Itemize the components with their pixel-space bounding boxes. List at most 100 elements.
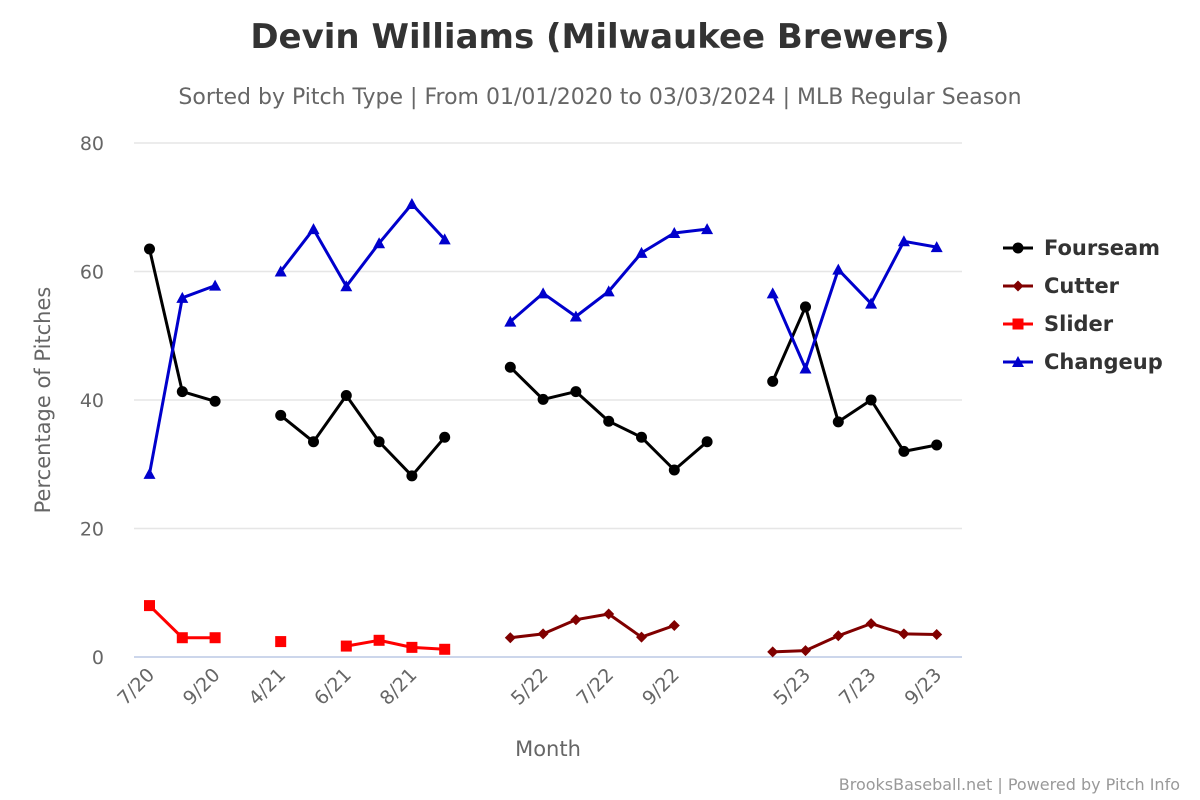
cutter-point[interactable] (898, 628, 910, 640)
changeup-point[interactable] (766, 287, 779, 299)
changeup-point[interactable] (602, 285, 615, 297)
cutter-line-segment (771, 622, 939, 654)
slider-point[interactable] (439, 643, 451, 655)
changeup-point[interactable] (405, 198, 418, 210)
fourseam-point[interactable] (570, 386, 582, 398)
x-tick-label: 5/22 (507, 664, 553, 710)
changeup-line-segment (148, 284, 217, 476)
fourseam-point[interactable] (767, 375, 779, 387)
changeup-point[interactable] (865, 297, 878, 309)
chart-subtitle: Sorted by Pitch Type | From 01/01/2020 t… (178, 85, 1021, 110)
fourseam-point[interactable] (144, 243, 155, 255)
changeup-point[interactable] (340, 280, 353, 292)
fourseam-point[interactable] (898, 445, 910, 457)
gridlines (134, 142, 962, 530)
slider-point[interactable] (176, 632, 188, 644)
fourseam-point[interactable] (701, 436, 713, 448)
cutter-point[interactable] (504, 632, 516, 644)
cutter-point[interactable] (570, 614, 582, 626)
x-axis-title: Month (515, 737, 581, 761)
fourseam-point[interactable] (504, 361, 516, 373)
fourseam-point[interactable] (275, 409, 287, 421)
slider-point[interactable] (340, 640, 352, 652)
cutter-point[interactable] (636, 631, 647, 643)
changeup-point[interactable] (209, 279, 222, 291)
fourseam-point[interactable] (832, 416, 844, 428)
fourseam-point[interactable] (406, 470, 418, 482)
legend-item-fourseam[interactable]: Fourseam (1003, 236, 1160, 260)
cutter-point[interactable] (537, 628, 549, 640)
slider-point[interactable] (275, 636, 287, 648)
slider-point[interactable] (373, 634, 385, 646)
changeup-point[interactable] (569, 310, 582, 322)
slider-point[interactable] (144, 600, 155, 612)
legend-item-slider[interactable]: Slider (1003, 312, 1114, 336)
changeup-point[interactable] (373, 237, 386, 249)
cutter-point[interactable] (865, 618, 877, 630)
cutter-point[interactable] (800, 645, 811, 657)
changeup-point[interactable] (930, 241, 943, 253)
cutter-point[interactable] (832, 630, 844, 642)
changeup-point[interactable] (897, 235, 910, 247)
chart-credits[interactable]: BrooksBaseball.net | Powered by Pitch In… (839, 775, 1180, 794)
fourseam-point[interactable] (439, 431, 451, 443)
y-tick-label: 20 (80, 519, 104, 541)
legend-label: Fourseam (1044, 236, 1160, 260)
fourseam-point[interactable] (668, 464, 680, 476)
legend-marker[interactable] (1012, 318, 1024, 330)
legend-marker[interactable] (1012, 280, 1024, 292)
fourseam-point[interactable] (865, 394, 877, 406)
legend-item-changeup[interactable]: Changeup (1003, 350, 1163, 374)
x-tick-label: 4/21 (245, 664, 291, 710)
x-axis-ticks: 7/20 9/20 4/21 6/21 8/21 5/22 7/22 9/22 5/23 7/23… (113, 664, 946, 710)
fourseam-point[interactable] (209, 395, 221, 407)
changeup-point[interactable] (504, 315, 517, 327)
fourseam-point[interactable] (176, 386, 188, 398)
x-tick-label: 7/22 (573, 664, 619, 710)
changeup-point[interactable] (635, 246, 648, 258)
fourseam-point[interactable] (537, 393, 549, 405)
changeup-point[interactable] (537, 287, 550, 299)
y-tick-label: 0 (92, 647, 104, 669)
fourseam-line-segment (279, 394, 447, 478)
changeup-point[interactable] (701, 223, 714, 235)
y-tick-label: 80 (80, 133, 104, 155)
fourseam-point[interactable] (931, 439, 943, 451)
changeup-point[interactable] (176, 291, 189, 303)
changeup-point[interactable] (668, 226, 681, 238)
cutter-point[interactable] (931, 629, 943, 641)
fourseam-point[interactable] (340, 390, 352, 402)
y-axis-title: Percentage of Pitches (31, 287, 55, 514)
cutter-point[interactable] (767, 646, 779, 658)
changeup-point[interactable] (143, 467, 156, 479)
changeup-point[interactable] (274, 265, 287, 277)
x-tick-label: 9/22 (638, 664, 684, 710)
legend[interactable]: Fourseam Cutter Slider Changeup (1003, 236, 1163, 374)
fourseam-point[interactable] (603, 415, 615, 427)
cutter-point[interactable] (603, 608, 615, 620)
x-tick-label: 7/23 (835, 664, 881, 710)
x-tick-label: 6/21 (310, 664, 356, 710)
changeup-point[interactable] (438, 233, 451, 245)
cutter-line-segment (508, 612, 676, 640)
slider-point[interactable] (406, 641, 418, 653)
fourseam-point[interactable] (373, 436, 385, 448)
legend-marker[interactable] (1012, 242, 1024, 254)
x-tick-label: 9/20 (179, 664, 225, 710)
x-tick-label: 8/21 (376, 664, 422, 710)
fourseam-point[interactable] (800, 301, 811, 313)
slider-point[interactable] (209, 632, 221, 644)
changeup-point[interactable] (799, 362, 812, 374)
legend-label: Cutter (1044, 274, 1120, 298)
fourseam-point[interactable] (308, 436, 319, 448)
slider-line-segment (344, 638, 447, 651)
cutter-point[interactable] (668, 620, 680, 632)
legend-marker[interactable] (1012, 356, 1024, 367)
fourseam-point[interactable] (636, 431, 647, 443)
changeup-line-segment (771, 239, 939, 370)
series-fourseam (144, 243, 943, 482)
changeup-point[interactable] (307, 223, 320, 235)
legend-item-cutter[interactable]: Cutter (1003, 274, 1120, 298)
changeup-point[interactable] (832, 263, 845, 275)
series-layer (143, 198, 943, 658)
